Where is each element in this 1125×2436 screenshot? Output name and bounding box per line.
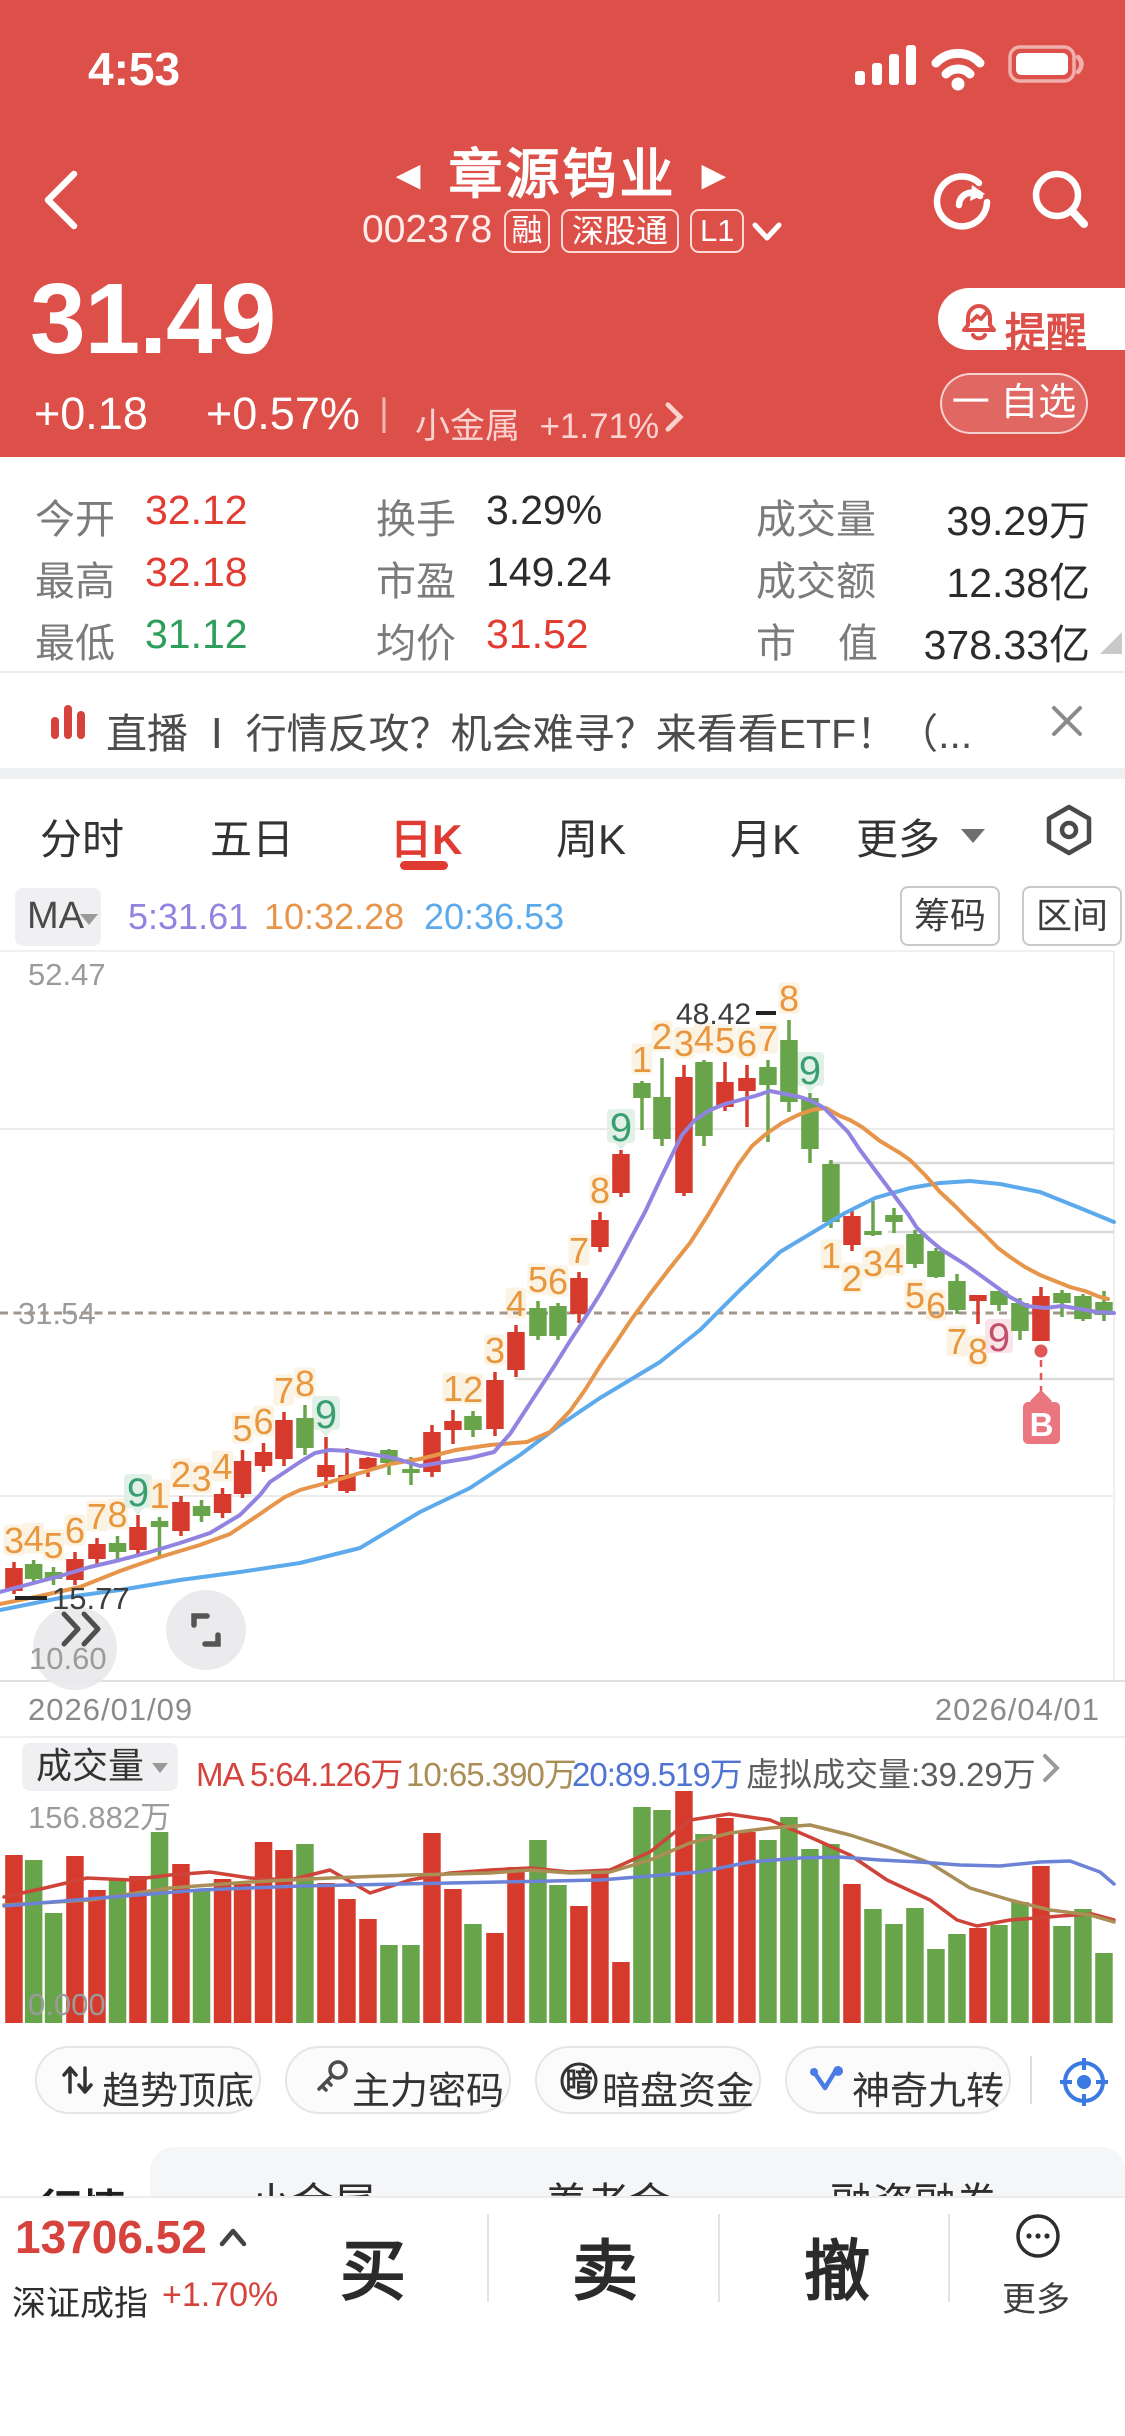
svg-text:9: 9 <box>315 1393 337 1437</box>
svg-text:5: 5 <box>905 1275 925 1316</box>
svg-text:52.47: 52.47 <box>28 957 106 992</box>
svg-text:0.000: 0.000 <box>28 1987 106 2022</box>
svg-text:6: 6 <box>65 1510 85 1551</box>
svg-text:2: 2 <box>652 1016 672 1057</box>
svg-text:48.42: 48.42 <box>676 998 751 1031</box>
svg-text:2: 2 <box>171 1454 191 1495</box>
svg-text:2: 2 <box>842 1258 862 1299</box>
svg-text:5: 5 <box>528 1259 548 1300</box>
svg-text:5: 5 <box>715 1020 735 1061</box>
svg-text:6: 6 <box>253 1401 273 1442</box>
svg-text:4: 4 <box>694 1018 714 1059</box>
svg-text:3: 3 <box>191 1458 211 1499</box>
svg-text:4: 4 <box>884 1240 904 1281</box>
svg-text:7: 7 <box>87 1496 107 1537</box>
svg-text:4: 4 <box>212 1446 232 1487</box>
svg-text:6: 6 <box>737 1023 757 1064</box>
svg-text:6: 6 <box>926 1285 946 1326</box>
svg-text:2: 2 <box>463 1369 483 1410</box>
svg-text:1: 1 <box>632 1039 652 1080</box>
svg-text:4: 4 <box>24 1518 44 1559</box>
svg-text:7: 7 <box>758 1018 778 1059</box>
svg-text:2026/01/09: 2026/01/09 <box>28 1692 193 1727</box>
svg-text:15.77: 15.77 <box>52 1581 130 1616</box>
svg-text:暗: 暗 <box>566 2067 593 2097</box>
svg-text:1: 1 <box>149 1475 169 1516</box>
svg-text:1: 1 <box>443 1368 463 1409</box>
svg-text:156.882万: 156.882万 <box>28 1800 171 1835</box>
svg-text:5: 5 <box>232 1408 252 1449</box>
svg-text:4: 4 <box>506 1283 526 1324</box>
svg-text:7: 7 <box>569 1230 589 1271</box>
svg-text:8: 8 <box>295 1363 315 1404</box>
svg-text:6: 6 <box>548 1261 568 1302</box>
svg-text:2026/04/01: 2026/04/01 <box>935 1692 1100 1727</box>
svg-text:8: 8 <box>779 978 799 1019</box>
svg-text:10.60: 10.60 <box>29 1641 107 1676</box>
svg-text:8: 8 <box>107 1494 127 1535</box>
svg-text:5: 5 <box>43 1525 63 1566</box>
svg-text:9: 9 <box>799 1049 821 1093</box>
svg-text:1: 1 <box>821 1235 841 1276</box>
svg-text:7: 7 <box>947 1321 967 1362</box>
svg-text:3: 3 <box>863 1243 883 1284</box>
svg-text:3: 3 <box>674 1023 694 1064</box>
svg-text:3: 3 <box>4 1520 24 1561</box>
svg-text:7: 7 <box>274 1370 294 1411</box>
svg-text:3: 3 <box>485 1330 505 1371</box>
svg-text:B: B <box>1030 1406 1054 1443</box>
svg-text:9: 9 <box>988 1316 1010 1360</box>
svg-text:8: 8 <box>590 1170 610 1211</box>
svg-text:9: 9 <box>610 1106 632 1150</box>
svg-text:9: 9 <box>127 1471 149 1515</box>
svg-text:31.54: 31.54 <box>18 1296 96 1331</box>
svg-text:8: 8 <box>968 1331 988 1372</box>
